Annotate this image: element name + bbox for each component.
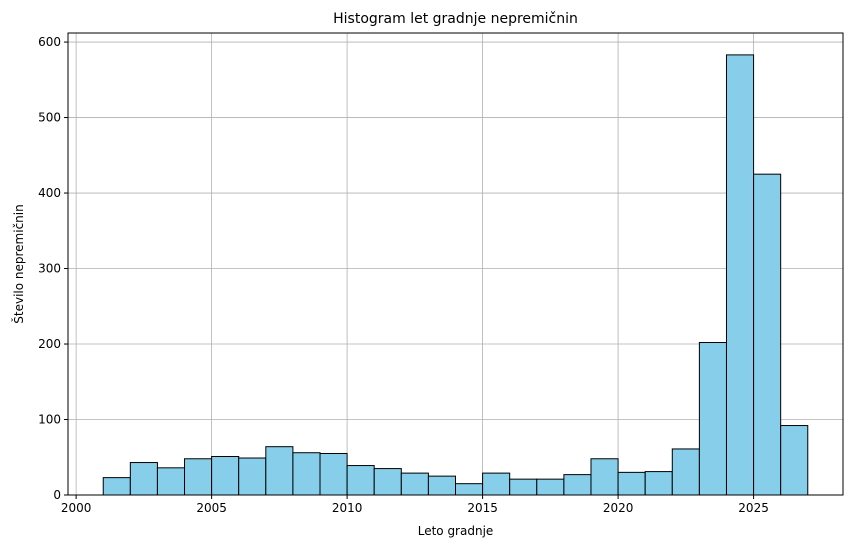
x-tick-label: 2000: [61, 501, 92, 515]
y-axis-ticks: 0 100 200 300 400 500 600: [38, 35, 68, 502]
histogram-bar: [238, 457, 267, 496]
plot-frame: [67, 32, 844, 496]
histogram-bars: [102, 54, 809, 496]
histogram-bar: [346, 465, 375, 496]
histogram-bar: [536, 478, 565, 496]
histogram-bar: [319, 452, 348, 496]
histogram-bar: [184, 458, 213, 496]
histogram-bar: [698, 342, 727, 496]
y-tick-label: 600: [38, 35, 61, 49]
x-tick-label: 2010: [332, 501, 363, 515]
histogram-bar: [292, 452, 321, 496]
x-tick-label: 2005: [196, 501, 227, 515]
histogram-bar: [617, 471, 646, 496]
x-tick-label: 2025: [738, 501, 769, 515]
y-tick-label: 500: [38, 111, 61, 125]
x-axis-ticks: 2000 2005 2010 2015 2020 2025: [61, 495, 769, 515]
histogram-bar: [265, 446, 294, 496]
histogram-bar: [427, 475, 457, 496]
y-tick-label: 300: [38, 262, 61, 276]
histogram-bar: [563, 474, 592, 496]
y-tick-label: 200: [38, 337, 61, 351]
y-axis-label: Število nepremičnin: [11, 204, 26, 323]
x-axis-label: Leto gradnje: [418, 524, 494, 538]
histogram-bar: [780, 425, 809, 496]
histogram-bar: [753, 173, 782, 496]
histogram-bar: [102, 477, 131, 496]
histogram-bar: [725, 54, 755, 496]
x-tick-label: 2015: [467, 501, 498, 515]
histogram-bar: [590, 458, 619, 496]
histogram-bar: [455, 483, 484, 496]
histogram-bar: [671, 448, 700, 496]
histogram-bar: [400, 472, 429, 496]
histogram-bar: [373, 468, 402, 496]
chart-title: Histogram let gradnje nepremičnin: [333, 11, 578, 27]
histogram-bar: [129, 462, 158, 496]
y-tick-label: 100: [38, 413, 61, 427]
y-tick-label: 0: [53, 488, 61, 502]
histogram-bar: [211, 456, 240, 496]
histogram-bar: [156, 467, 186, 496]
histogram-bar: [482, 472, 511, 496]
histogram-bar: [509, 478, 538, 496]
x-tick-label: 2020: [603, 501, 634, 515]
y-tick-label: 400: [38, 186, 61, 200]
histogram-bar: [644, 471, 673, 496]
